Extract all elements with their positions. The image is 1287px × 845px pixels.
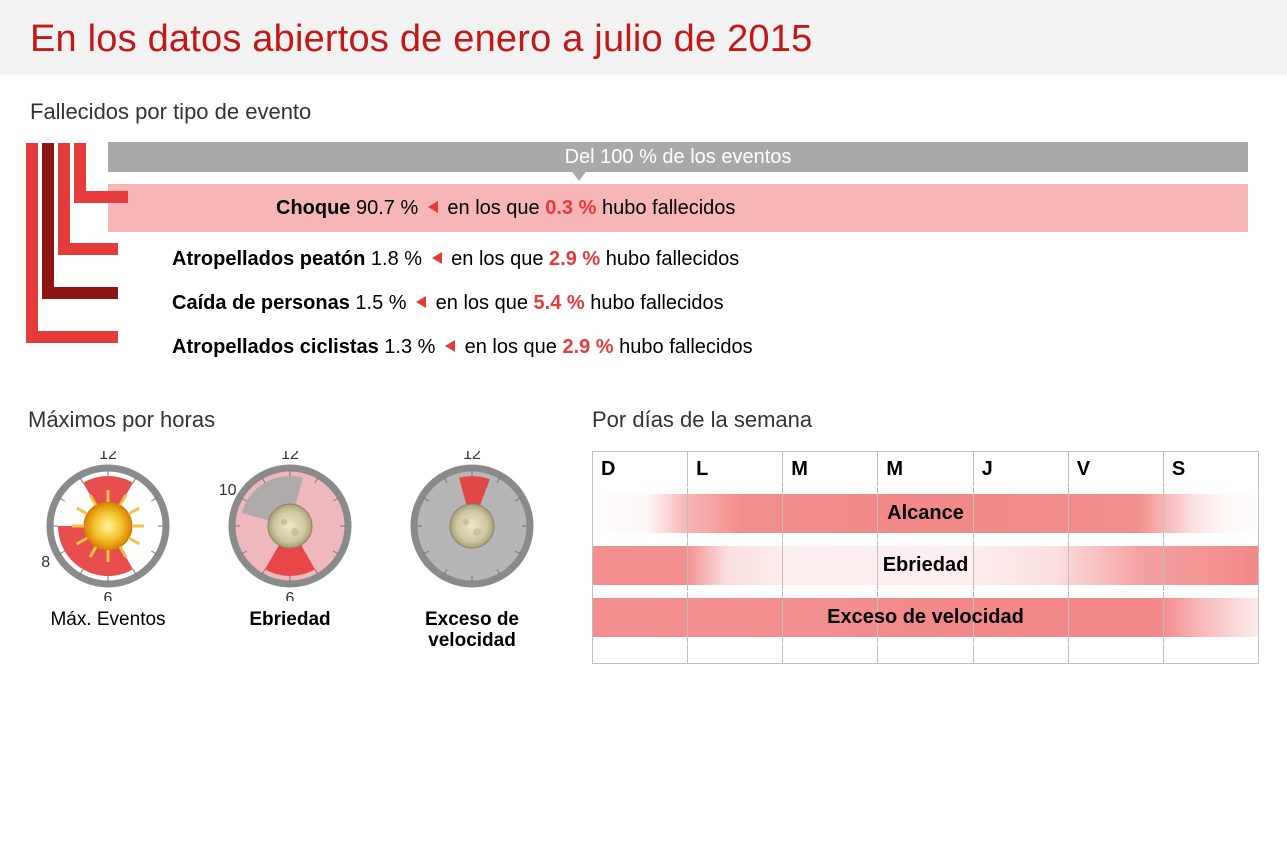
svg-text:10: 10 bbox=[219, 482, 237, 499]
svg-text:12: 12 bbox=[99, 451, 117, 463]
clocks-title: Máximos por horas bbox=[28, 407, 552, 433]
eventtype-row: Atropellados peatón 1.8 % en los que 2.9… bbox=[68, 237, 1259, 281]
clock-face: 12 8 6 bbox=[33, 451, 183, 601]
clock-face: 12 10 6 bbox=[215, 451, 365, 601]
eventtype-chart: Del 100 % de los eventos Choque 90.7 % e… bbox=[28, 135, 1259, 375]
week-day: S bbox=[1164, 452, 1258, 487]
week-row-label: Ebriedad bbox=[593, 540, 1258, 591]
week-day: M bbox=[783, 452, 878, 487]
week-row: Alcance bbox=[593, 487, 1258, 539]
clock-label: Exceso de velocidad bbox=[392, 610, 552, 652]
clock: 12 10 6 Ebriedad bbox=[210, 451, 370, 631]
eventtype-row: Caída de personas 1.5 % en los que 5.4 %… bbox=[68, 281, 1259, 325]
content: Fallecidos por tipo de evento Del 100 % … bbox=[0, 75, 1287, 684]
week-panel: Por días de la semana DLMMJVS Alcance Eb… bbox=[592, 407, 1259, 664]
eventtype-row: Choque 90.7 % en los que 0.3 % hubo fall… bbox=[68, 179, 1259, 237]
svg-text:8: 8 bbox=[41, 554, 50, 571]
week-day: D bbox=[593, 452, 688, 487]
page-header: En los datos abiertos de enero a julio d… bbox=[0, 0, 1287, 75]
clock: 12 8 6 Máx. Eventos bbox=[28, 451, 188, 631]
svg-text:6: 6 bbox=[104, 590, 113, 601]
week-title: Por días de la semana bbox=[592, 407, 1259, 433]
week-row-label: Alcance bbox=[593, 488, 1258, 539]
week-row: Exceso de velocidad bbox=[593, 591, 1258, 643]
eventtype-title: Fallecidos por tipo de evento bbox=[30, 99, 1259, 125]
eventtype-bar-total: Del 100 % de los eventos bbox=[108, 142, 1248, 172]
clocks-panel: Máximos por horas 12 8 6 Máx. Eventos 12 10… bbox=[28, 407, 552, 664]
week-header: DLMMJVS bbox=[593, 452, 1258, 487]
week-day: V bbox=[1069, 452, 1164, 487]
week-day: M bbox=[878, 452, 973, 487]
clock-face: 12 bbox=[397, 451, 547, 601]
week-row-label: Exceso de velocidad bbox=[593, 592, 1258, 643]
svg-text:6: 6 bbox=[286, 590, 295, 601]
eventtype-row: Atropellados ciclistas 1.3 % en los que … bbox=[68, 325, 1259, 369]
week-row: Ebriedad bbox=[593, 539, 1258, 591]
svg-text:12: 12 bbox=[463, 451, 481, 463]
week-day: J bbox=[974, 452, 1069, 487]
week-row-blank bbox=[593, 643, 1258, 663]
clock-label: Ebriedad bbox=[210, 610, 370, 631]
svg-text:12: 12 bbox=[281, 451, 299, 463]
connector bbox=[26, 143, 118, 343]
page-title: En los datos abiertos de enero a julio d… bbox=[30, 18, 1257, 61]
clock: 12 Exceso de velocidad bbox=[392, 451, 552, 652]
week-day: L bbox=[688, 452, 783, 487]
clock-label: Máx. Eventos bbox=[28, 610, 188, 631]
